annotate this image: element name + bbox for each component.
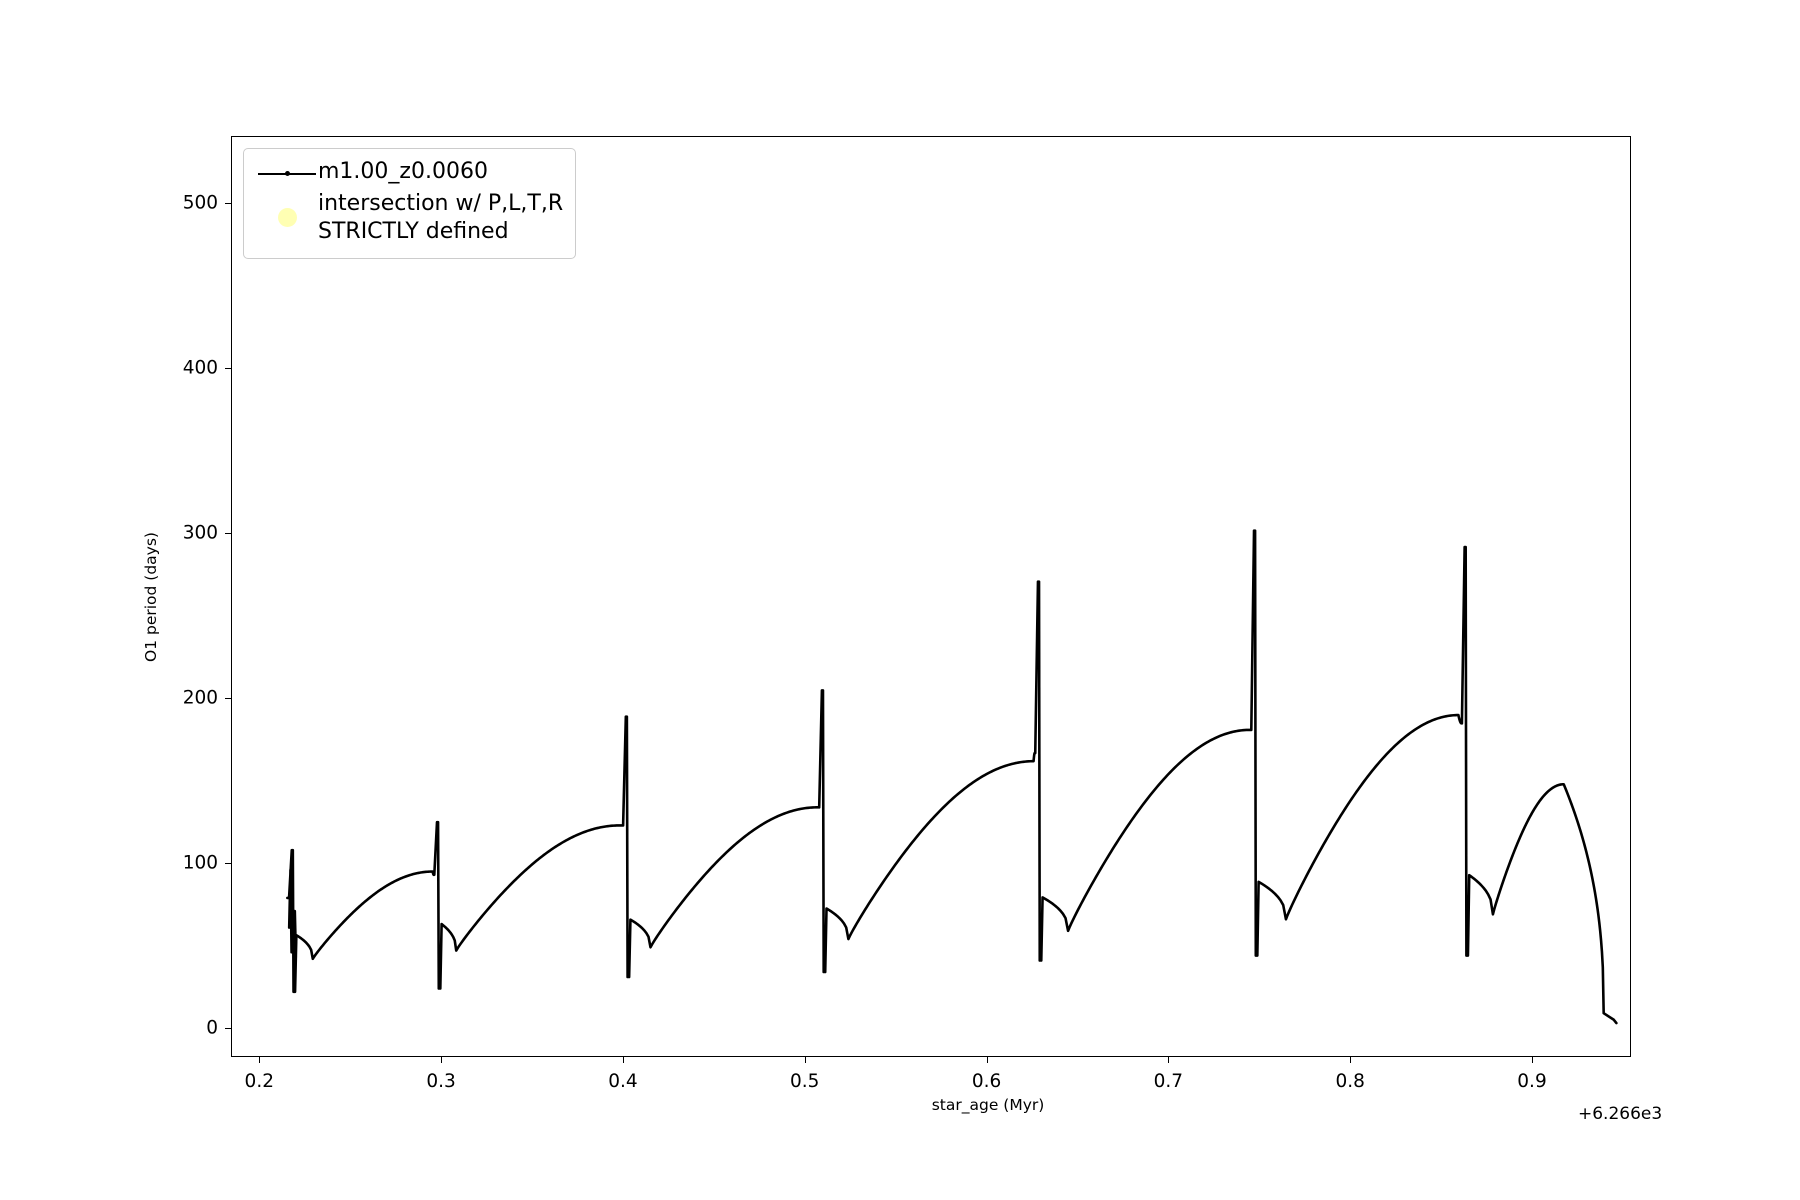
xtick-mark-6 bbox=[1350, 1056, 1352, 1063]
legend-entry-intersection[interactable]: intersection w/ P,L,T,R STRICTLY defined bbox=[256, 190, 563, 248]
ytick-mark-0 bbox=[225, 203, 232, 205]
xtick-label-0: 0.2 bbox=[244, 1071, 274, 1092]
ytick-label-5: 0 bbox=[206, 1017, 218, 1039]
xtick-label-3: 0.5 bbox=[790, 1071, 820, 1092]
ytick-label-2: 300 bbox=[182, 522, 218, 544]
xtick-mark-2 bbox=[622, 1056, 624, 1063]
legend-label-series: m1.00_z0.0060 bbox=[318, 159, 488, 184]
legend-label-intersection: intersection w/ P,L,T,R STRICTLY defined bbox=[318, 191, 564, 244]
ytick-label-1: 400 bbox=[182, 357, 218, 379]
ytick-mark-3 bbox=[225, 698, 232, 700]
legend-circle-marker-icon bbox=[256, 190, 318, 248]
ytick-label-0: 500 bbox=[182, 192, 218, 214]
ytick-mark-4 bbox=[225, 863, 232, 865]
xtick-mark-1 bbox=[441, 1056, 443, 1063]
curve-path bbox=[286, 529, 1618, 1025]
ytick-label-3: 200 bbox=[182, 687, 218, 709]
line-plot-svg bbox=[286, 529, 1618, 1025]
plot-axes: 500 400 300 200 100 0 0.2 0.3 0.4 0.5 0.… bbox=[183, 136, 1631, 1092]
xtick-label-4: 0.6 bbox=[971, 1071, 1002, 1092]
xtick-label-2: 0.4 bbox=[608, 1071, 638, 1092]
legend-entry-series[interactable]: m1.00_z0.0060 bbox=[256, 158, 563, 188]
legend-line-marker-icon bbox=[256, 158, 318, 188]
ytick-mark-2 bbox=[225, 533, 232, 535]
ytick-mark-1 bbox=[225, 368, 232, 370]
xtick-label-7: 0.9 bbox=[1517, 1071, 1547, 1092]
plot-legend[interactable]: m1.00_z0.0060 intersection w/ P,L,T,R ST… bbox=[243, 148, 577, 259]
xtick-label-5: 0.7 bbox=[1153, 1071, 1184, 1092]
x-axis-offset-text: +6.266e3 bbox=[1578, 1104, 1663, 1124]
y-axis-label: O1 period (days) bbox=[142, 532, 160, 662]
xtick-mark-7 bbox=[1532, 1056, 1533, 1063]
series-m1-00-z0-0060 bbox=[286, 529, 1618, 1025]
ytick-mark-5 bbox=[225, 1028, 232, 1030]
xtick-mark-5 bbox=[1168, 1056, 1170, 1063]
xtick-label-6: 0.8 bbox=[1335, 1071, 1365, 1092]
xtick-mark-0 bbox=[259, 1056, 261, 1063]
xtick-mark-3 bbox=[804, 1056, 806, 1063]
ytick-label-4: 100 bbox=[182, 852, 218, 874]
xtick-mark-4 bbox=[986, 1056, 988, 1063]
x-axis-label: star_age (Myr) bbox=[931, 1096, 1045, 1114]
xtick-label-1: 0.3 bbox=[426, 1071, 456, 1092]
